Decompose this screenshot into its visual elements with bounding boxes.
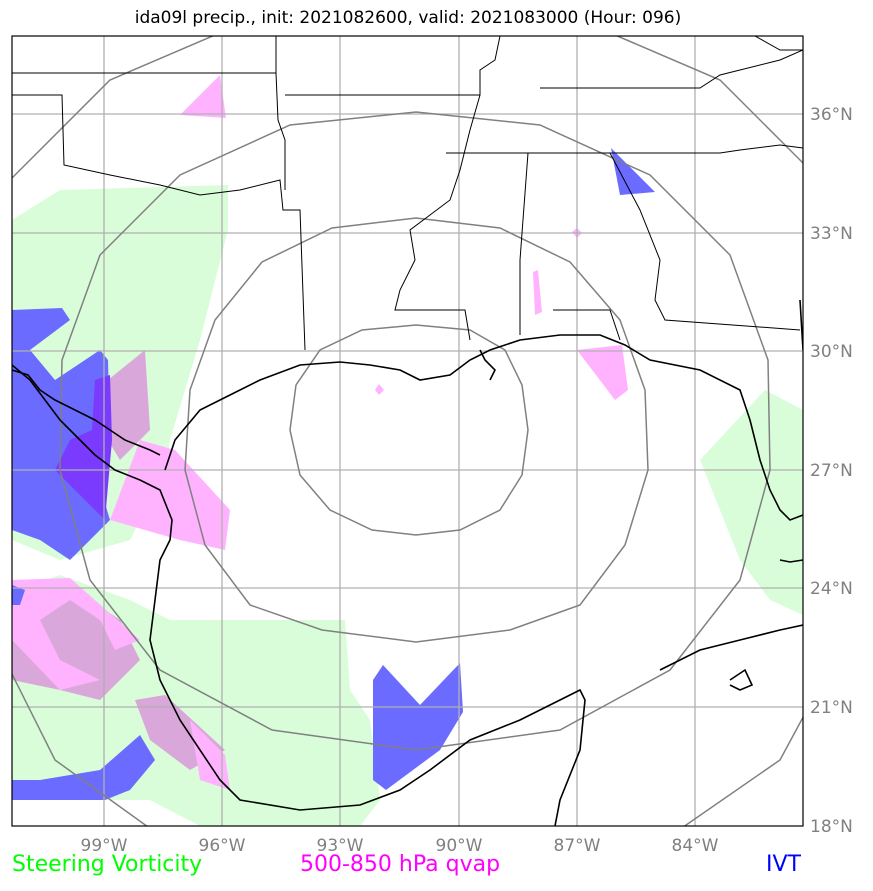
lon-tick-99w: 99°W: [81, 836, 128, 856]
lon-tick-87w: 87°W: [554, 836, 601, 856]
lat-tick-labels: 36°N 33°N 30°N 27°N 24°N 21°N 18°N: [810, 105, 853, 837]
lat-tick-18n: 18°N: [810, 817, 853, 837]
ivt-qvap-overlap-fill: [55, 375, 112, 520]
lat-tick-30n: 30°N: [810, 342, 853, 362]
lat-tick-27n: 27°N: [810, 461, 853, 481]
lon-tick-96w: 96°W: [199, 836, 246, 856]
map-title: ida09l precip., init: 2021082600, valid:…: [134, 8, 682, 28]
lat-tick-24n: 24°N: [810, 579, 853, 599]
gridlines: [12, 36, 803, 826]
plot-frame: [11, 35, 804, 827]
state-boundaries: [12, 36, 803, 351]
legend-ivt: IVT: [766, 852, 801, 877]
lat-tick-36n: 36°N: [810, 105, 853, 125]
lat-tick-33n: 33°N: [810, 224, 853, 244]
lon-tick-93w: 93°W: [317, 836, 364, 856]
coastline: [12, 299, 803, 826]
range-rings: [12, 36, 803, 826]
legend-steering-vorticity: Steering Vorticity: [12, 852, 203, 877]
lon-tick-labels: 99°W 96°W 93°W 90°W 87°W 84°W: [81, 836, 719, 856]
lon-tick-90w: 90°W: [436, 836, 483, 856]
lon-tick-84w: 84°W: [672, 836, 719, 856]
legend-qvap: 500-850 hPa qvap: [300, 852, 501, 877]
qvap-fill: [12, 75, 628, 790]
lat-tick-21n: 21°N: [810, 698, 853, 718]
